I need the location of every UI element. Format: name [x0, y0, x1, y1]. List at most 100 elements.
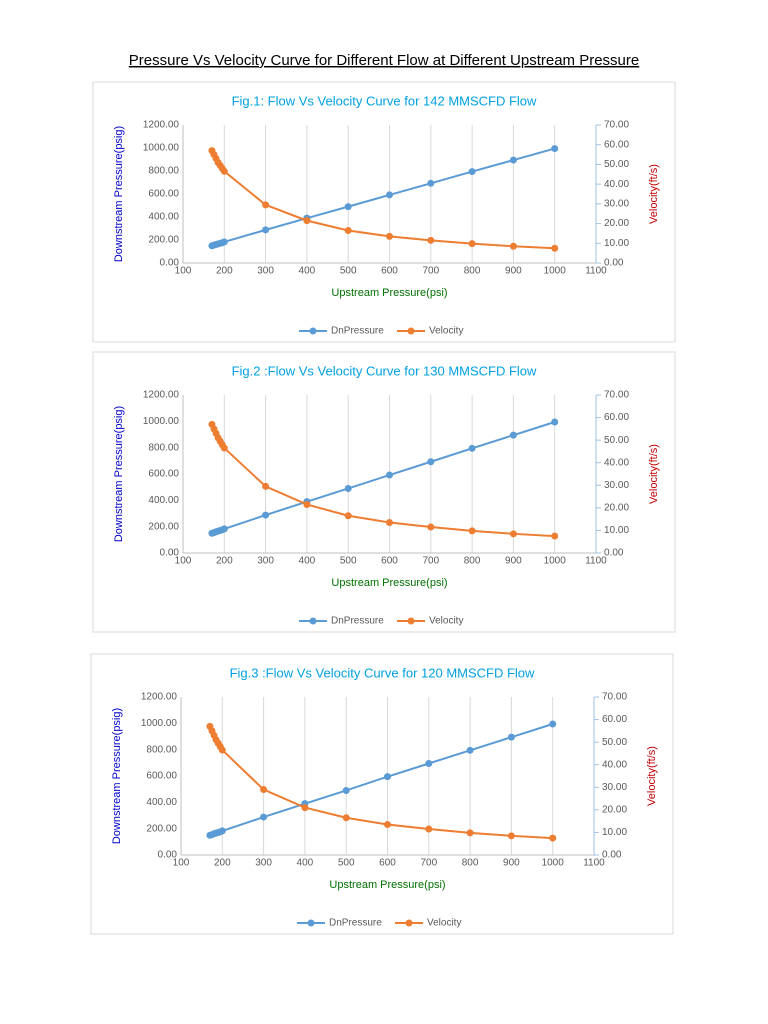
page-title: Pressure Vs Velocity Curve for Different…: [129, 52, 639, 69]
data-point: [549, 834, 557, 842]
y-tick-label: 800.00: [148, 442, 179, 453]
y2-axis-label: Velocity(ft/s): [646, 746, 658, 806]
data-point: [384, 773, 391, 781]
data-point: [218, 827, 226, 835]
data-point: [384, 821, 391, 829]
x-axis-label: Upstream Pressure(psi): [331, 577, 447, 589]
y2-tick-label: 60.00: [604, 412, 629, 423]
data-point: [425, 759, 433, 767]
y-tick-label: 1000.00: [143, 416, 180, 427]
data-point: [344, 512, 352, 520]
data-point: [260, 786, 268, 794]
chart-frame: [92, 351, 676, 633]
legend-label: Velocity: [429, 326, 463, 337]
chart: Fig.2 :Flow Vs Velocity Curve for 130 MM…: [92, 351, 676, 633]
x-tick-label: 300: [255, 858, 272, 869]
data-point: [427, 236, 435, 244]
legend-marker: [307, 919, 315, 927]
data-point: [468, 240, 476, 248]
data-point: [466, 829, 474, 837]
legend-label: DnPressure: [329, 918, 382, 929]
x-tick-label: 700: [422, 266, 439, 277]
y2-tick-label: 30.00: [604, 198, 629, 209]
data-point: [468, 444, 476, 452]
y-tick-label: 400.00: [148, 495, 179, 506]
y-tick-label: 0.00: [160, 258, 180, 269]
legend-label: Velocity: [427, 918, 461, 929]
y2-tick-label: 10.00: [602, 827, 627, 838]
x-axis-label: Upstream Pressure(psi): [331, 287, 447, 299]
y2-tick-label: 0.00: [602, 850, 622, 861]
data-point: [386, 519, 393, 527]
x-tick-label: 100: [175, 266, 192, 277]
x-tick-label: 500: [340, 266, 357, 277]
data-point: [342, 814, 350, 822]
x-tick-label: 600: [381, 556, 398, 567]
data-point: [218, 746, 226, 754]
y2-tick-label: 10.00: [604, 238, 629, 249]
y2-tick-label: 10.00: [604, 525, 629, 536]
data-point: [344, 203, 352, 211]
x-tick-label: 600: [379, 858, 396, 869]
data-point: [386, 232, 393, 240]
y2-tick-label: 40.00: [602, 759, 627, 770]
y-tick-label: 800.00: [148, 166, 179, 177]
data-point: [220, 525, 228, 533]
y-tick-label: 1000.00: [143, 143, 180, 154]
data-point: [220, 444, 228, 452]
x-tick-label: 200: [216, 556, 233, 567]
x-tick-label: 700: [420, 858, 437, 869]
y2-tick-label: 60.00: [604, 139, 629, 150]
chart-frame: [90, 653, 674, 935]
data-point: [468, 168, 476, 176]
y-axis-label: Downstream Pressure(psig): [113, 126, 125, 262]
chart-title: Fig.3 :Flow Vs Velocity Curve for 120 MM…: [230, 665, 535, 680]
x-tick-label: 300: [257, 266, 274, 277]
x-tick-label: 400: [297, 858, 314, 869]
data-point: [427, 458, 435, 466]
legend-marker: [405, 919, 413, 927]
y-axis-label: Downstream Pressure(psig): [113, 406, 125, 542]
data-point: [260, 813, 268, 821]
x-tick-label: 1000: [544, 556, 567, 567]
y2-tick-label: 40.00: [604, 179, 629, 190]
x-tick-label: 300: [257, 556, 274, 567]
y2-axis-label: Velocity(ft/s): [648, 164, 660, 224]
data-point: [342, 786, 350, 794]
x-tick-label: 200: [214, 858, 231, 869]
data-point: [262, 511, 270, 519]
y-tick-label: 800.00: [146, 744, 177, 755]
x-tick-label: 800: [464, 556, 481, 567]
data-point: [507, 733, 515, 741]
y2-tick-label: 0.00: [604, 258, 624, 269]
y2-tick-label: 30.00: [604, 480, 629, 491]
data-point: [344, 484, 352, 492]
y2-tick-label: 30.00: [602, 782, 627, 793]
data-point: [301, 804, 309, 812]
data-point: [262, 482, 270, 490]
data-point: [509, 156, 517, 164]
x-tick-label: 900: [505, 266, 522, 277]
data-point: [551, 418, 559, 426]
data-point: [220, 238, 228, 246]
data-point: [262, 201, 270, 209]
data-point: [303, 500, 311, 508]
y2-tick-label: 50.00: [602, 737, 627, 748]
x-tick-label: 1000: [542, 858, 565, 869]
chart-title: Fig.1: Flow Vs Velocity Curve for 142 MM…: [232, 93, 537, 108]
x-tick-label: 500: [340, 556, 357, 567]
y-tick-label: 600.00: [148, 469, 179, 480]
data-point: [551, 244, 559, 252]
y-tick-label: 600.00: [148, 189, 179, 200]
legend-marker: [407, 327, 415, 335]
data-point: [551, 532, 559, 540]
legend-marker: [309, 327, 317, 335]
x-tick-label: 600: [381, 266, 398, 277]
x-tick-label: 800: [462, 858, 479, 869]
x-tick-label: 700: [422, 556, 439, 567]
data-point: [509, 431, 517, 439]
data-point: [344, 226, 352, 234]
data-point: [427, 523, 435, 531]
y2-tick-label: 20.00: [602, 804, 627, 815]
chart-frame: [92, 81, 676, 343]
